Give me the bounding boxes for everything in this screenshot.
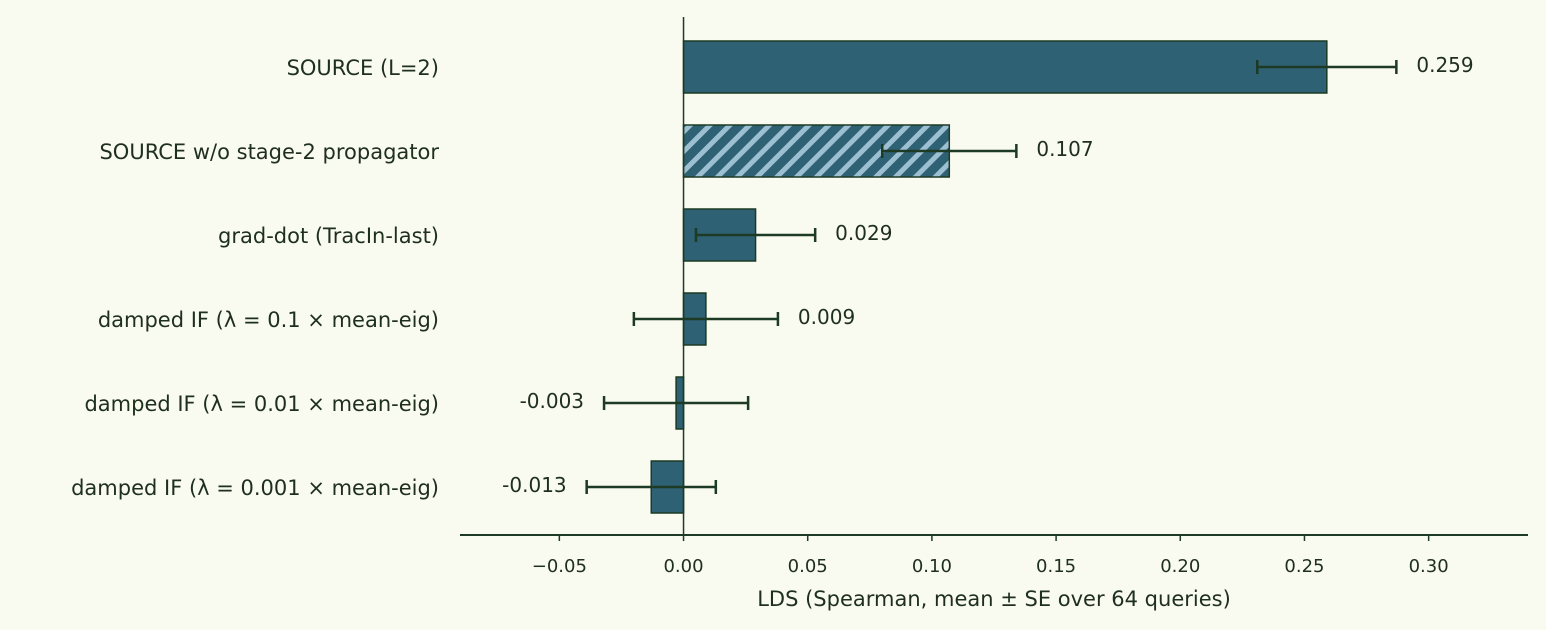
x-tick-label-7: 0.30 <box>1409 556 1449 577</box>
value-label-3: 0.009 <box>798 305 855 329</box>
x-tick-label-5: 0.20 <box>1160 556 1200 577</box>
value-label-0: 0.259 <box>1416 53 1473 77</box>
value-label-2: 0.029 <box>835 221 892 245</box>
x-axis-title: LDS (Spearman, mean ± SE over 64 queries… <box>757 587 1231 611</box>
error-bar-0 <box>1256 60 1398 74</box>
labels: SOURCE (L=2) SOURCE w/o stage-2 propagato… <box>71 53 1474 577</box>
x-tick-label-4: 0.15 <box>1036 556 1076 577</box>
axes <box>460 17 1528 541</box>
category-label-0: SOURCE (L=2) <box>287 56 439 80</box>
category-label-1: SOURCE w/o stage-2 propagator <box>99 140 439 164</box>
bars <box>585 40 1398 514</box>
error-bar-4 <box>602 396 750 410</box>
error-bar-1 <box>880 144 1018 158</box>
x-tick-label-1: 0.00 <box>663 556 703 577</box>
bar-0 <box>682 40 1328 94</box>
value-label-4: -0.003 <box>520 389 584 413</box>
error-bar-5 <box>585 480 718 494</box>
x-tick-label-3: 0.10 <box>912 556 952 577</box>
value-label-5: -0.013 <box>502 473 566 497</box>
category-label-5: damped IF (λ = 0.001 × mean-eig) <box>71 476 439 500</box>
category-label-4: damped IF (λ = 0.01 × mean-eig) <box>84 392 439 416</box>
category-label-3: damped IF (λ = 0.1 × mean-eig) <box>98 308 439 332</box>
x-tick-label-6: 0.25 <box>1284 556 1324 577</box>
error-bar-3 <box>632 312 780 326</box>
category-label-2: grad-dot (TracIn-last) <box>218 224 439 248</box>
error-bar-2 <box>694 228 817 242</box>
x-tick-label-0: −0.05 <box>532 556 587 577</box>
value-label-1: 0.107 <box>1036 137 1093 161</box>
x-tick-label-2: 0.05 <box>788 556 828 577</box>
